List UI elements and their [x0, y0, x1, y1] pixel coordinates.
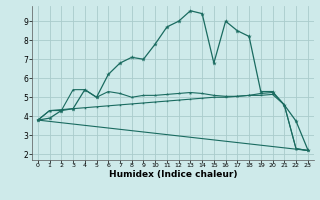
X-axis label: Humidex (Indice chaleur): Humidex (Indice chaleur) — [108, 170, 237, 179]
